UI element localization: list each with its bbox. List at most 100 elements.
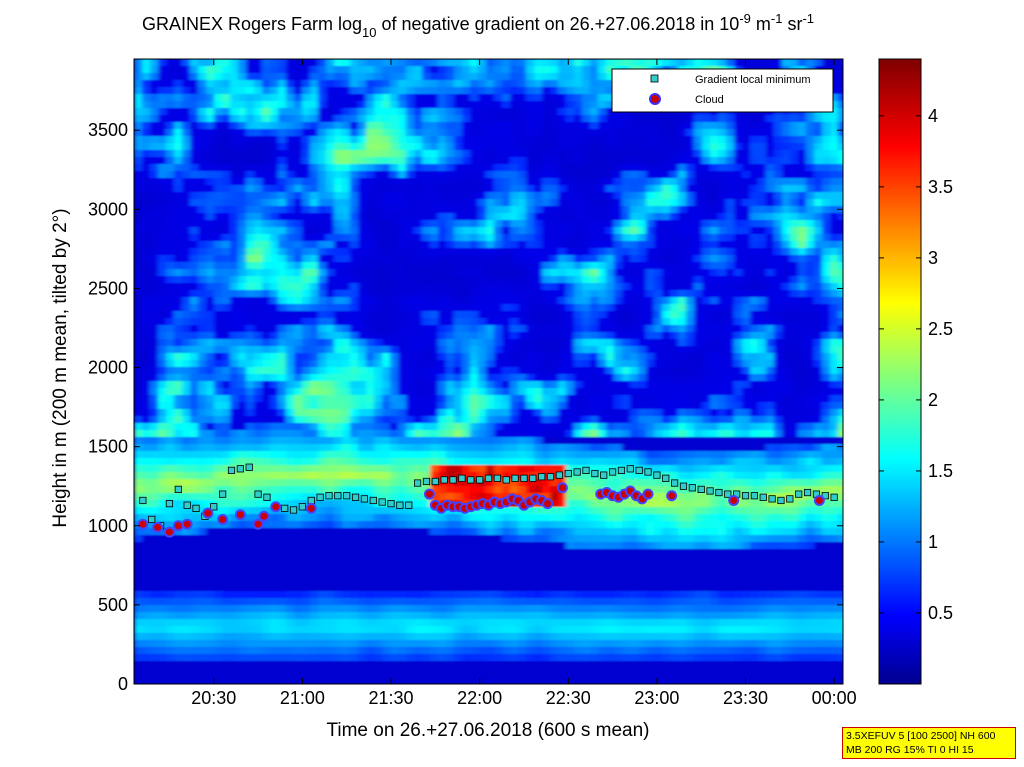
colorbar-tick-label: 2.5 <box>928 319 953 339</box>
x-tick-label: 22:30 <box>546 688 591 708</box>
gradient-min-marker <box>706 487 714 495</box>
y-tick-label: 3500 <box>88 120 128 140</box>
gradient-min-marker <box>289 506 298 514</box>
legend-label-gradient: Gradient local minimum <box>695 74 811 86</box>
gradient-min-marker <box>671 479 679 487</box>
cloud-marker <box>181 518 193 530</box>
colorbar-tick-label: 1 <box>928 532 938 552</box>
gradient-min-marker <box>635 466 643 474</box>
gradient-min-marker <box>396 501 404 509</box>
colorbar: 0.5 1 1.5 2 2.5 3 3.5 4 <box>878 58 953 685</box>
gradient-min-marker <box>546 473 555 481</box>
gradient-min-marker <box>795 490 803 498</box>
gradient-min-marker <box>715 488 723 497</box>
colorbar-tick-label: 4 <box>928 106 938 126</box>
gradient-min-marker <box>777 496 785 505</box>
x-tick-label: 22:00 <box>457 688 502 708</box>
gradient-min-marker <box>600 471 608 479</box>
gradient-min-marker <box>803 488 812 497</box>
gradient-min-marker <box>688 484 696 492</box>
gradient-min-marker <box>343 492 351 500</box>
infobox-line-1: 3.5XEFUV 5 [100 2500] NH 600 <box>846 730 996 742</box>
plot-area <box>134 59 843 684</box>
infobox-line-2: MB 200 RG 15% TI 0 HI 15 <box>846 744 974 756</box>
gradient-min-marker <box>608 468 617 476</box>
gradient-min-marker <box>422 477 431 486</box>
gradient-min-marker <box>679 482 688 490</box>
y-axis-label: Height in m (200 m mean, tilted by 2°) <box>50 208 71 527</box>
gradient-min-marker <box>281 504 289 512</box>
x-axis: 20:30 21:00 21:30 22:00 22:30 23:00 23:30 00:00 <box>191 59 857 708</box>
gradient-min-marker <box>334 492 342 500</box>
legend-box <box>611 68 834 113</box>
gradient-min-marker <box>431 477 439 486</box>
gradient-min-marker <box>440 476 448 484</box>
gradient-min-marker <box>467 476 475 484</box>
y-tick-label: 2000 <box>88 358 128 378</box>
gradient-min-marker <box>210 503 218 511</box>
cloud-marker <box>202 507 214 519</box>
legend-label-cloud: Cloud <box>695 94 724 106</box>
x-tick-label: 20:30 <box>191 688 236 708</box>
gradient-min-marker <box>449 476 457 484</box>
gradient-min-marker <box>183 501 191 509</box>
gradient-min-marker <box>458 474 466 482</box>
gradient-min-marker <box>653 471 661 479</box>
gradient-min-marker <box>245 463 253 471</box>
gradient-min-marker <box>413 479 422 487</box>
x-tick-label: 00:00 <box>812 688 857 708</box>
gradient-min-marker <box>405 501 413 509</box>
gradient-min-marker <box>378 498 386 506</box>
y-tick-label: 0 <box>118 674 128 694</box>
gradient-min-marker <box>360 495 369 503</box>
y-axis: 0 500 1000 1500 2000 2500 3000 3500 <box>88 120 843 694</box>
gradient-min-marker <box>511 474 519 482</box>
gradient-min-marker <box>741 492 750 500</box>
gradient-min-marker <box>351 493 360 501</box>
legend-circle-marker <box>649 93 661 105</box>
y-tick-label: 1000 <box>88 516 128 536</box>
gradient-min-marker <box>263 493 271 501</box>
gradient-min-marker <box>298 503 306 511</box>
gradient-min-marker <box>582 466 590 474</box>
y-tick-label: 500 <box>98 595 128 615</box>
gradient-min-marker <box>573 468 581 476</box>
cloud-marker <box>152 521 164 533</box>
gradient-min-marker <box>644 468 652 476</box>
chart-title: GRAINEX Rogers Farm log10 of negative gr… <box>142 11 814 40</box>
colorbar-tick-label: 0.5 <box>928 603 953 623</box>
gradient-min-marker <box>387 500 395 508</box>
cloud-marker <box>137 518 149 530</box>
gradient-min-marker <box>174 485 182 493</box>
colorbar-ticks: 0.5 1 1.5 2 2.5 3 3.5 4 <box>879 106 953 623</box>
plot-frame <box>133 58 844 685</box>
gradient-min-marker <box>476 476 484 484</box>
gradient-min-marker <box>529 474 537 482</box>
x-tick-label: 23:30 <box>723 688 768 708</box>
gradient-min-marker <box>236 465 244 473</box>
legend: Gradient local minimum Cloud <box>611 68 834 113</box>
gradient-min-marker <box>555 471 564 479</box>
cloud-marker <box>423 488 435 500</box>
gradient-min-marker <box>219 490 227 498</box>
y-tick-label: 2500 <box>88 278 128 298</box>
cloud-marker <box>542 498 554 510</box>
colorbar-tick-label: 2 <box>928 390 938 410</box>
cloud-marker <box>217 513 229 525</box>
gradient-min-marker <box>148 515 156 524</box>
gradient-min-marker <box>139 496 147 505</box>
gradient-min-marker <box>724 490 732 498</box>
gradient-min-marker <box>662 474 670 482</box>
gradient-min-marker <box>502 476 510 484</box>
x-tick-label: 21:30 <box>368 688 413 708</box>
gradient-min-marker <box>325 492 333 500</box>
gradient-min-marker <box>564 469 572 478</box>
colorbar-tick-label: 1.5 <box>928 461 953 481</box>
cloud-marker <box>642 488 654 500</box>
cloud-marker <box>163 526 175 538</box>
cloud-marker <box>234 509 246 521</box>
gradient-min-marker <box>830 493 838 501</box>
gradient-min-marker <box>484 474 493 482</box>
colorbar-gradient <box>878 58 922 685</box>
